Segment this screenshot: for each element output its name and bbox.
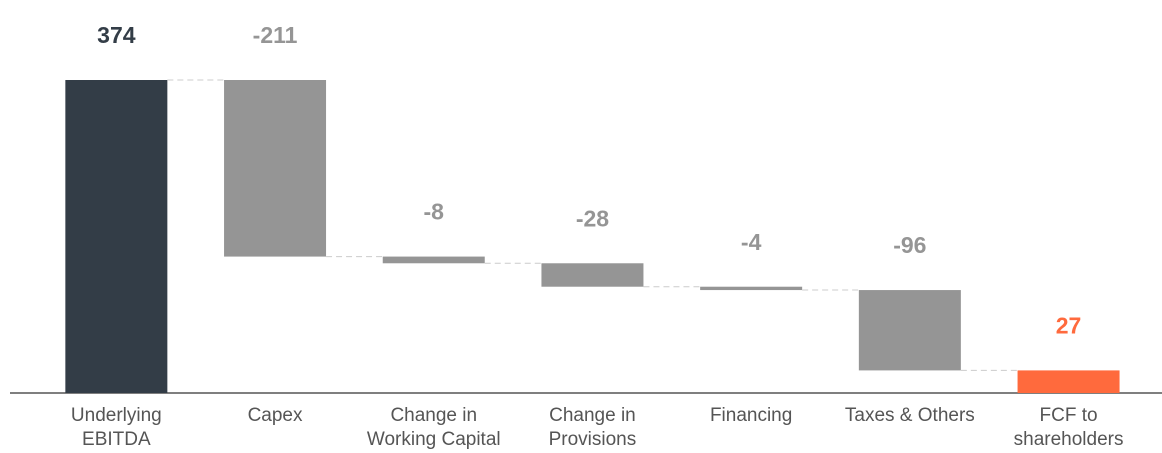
x-tick-label: Change in Provisions (548, 405, 637, 450)
value-label: -211 (253, 22, 298, 48)
x-tick-label: Underlying EBITDA (70, 405, 162, 450)
bar (541, 263, 644, 287)
bar (65, 80, 168, 393)
value-label: -4 (741, 229, 762, 255)
value-label: -8 (424, 199, 445, 225)
bar (700, 286, 803, 291)
value-label: -96 (893, 232, 926, 258)
bar (1017, 370, 1120, 393)
x-tick-label: Financing (709, 405, 793, 426)
bar (382, 256, 485, 264)
x-tick-label: Taxes & Others (844, 405, 975, 426)
x-tick-label: FCF to shareholders (1013, 405, 1124, 450)
bar (224, 80, 327, 257)
value-label: -28 (576, 205, 609, 231)
x-tick-label: Capex (247, 405, 303, 426)
bar (858, 290, 961, 371)
x-tick-label: Change in Working Capital (366, 405, 501, 450)
value-label: 27 (1056, 312, 1082, 338)
value-label: 374 (97, 22, 136, 48)
